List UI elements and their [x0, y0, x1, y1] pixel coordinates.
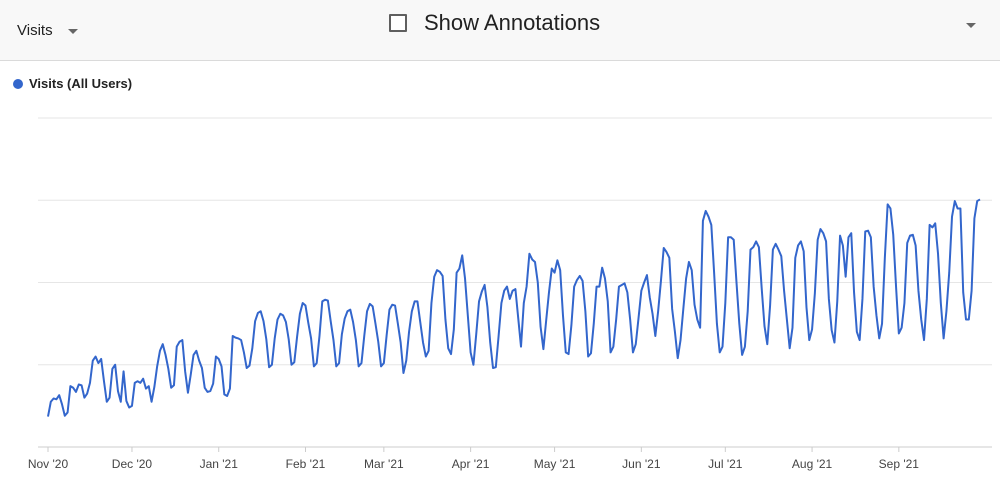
- x-tick-label: Jun '21: [622, 457, 661, 471]
- x-tick-label: Nov '20: [28, 457, 69, 471]
- metric-selector[interactable]: Visits: [17, 19, 78, 41]
- x-tick-label: Feb '21: [286, 457, 326, 471]
- legend-swatch: [13, 78, 23, 89]
- chart-toolbar: Visits Show Annotations: [0, 0, 1000, 61]
- x-tick-label: Jan '21: [200, 457, 239, 471]
- gridlines: [38, 117, 992, 366]
- show-annotations-toggle[interactable]: Show Annotations: [389, 8, 600, 38]
- x-tick-label: Mar '21: [364, 457, 404, 471]
- show-annotations-checkbox[interactable]: [389, 14, 407, 32]
- series-layer: [47, 198, 981, 417]
- legend-label: Visits (All Users): [29, 76, 133, 91]
- x-tick-label: Aug '21: [792, 457, 833, 471]
- x-tick-label: Apr '21: [452, 457, 490, 471]
- chart-legend: Visits (All Users): [13, 76, 132, 91]
- x-tick-label: Jul '21: [708, 457, 743, 471]
- x-tick-label: May '21: [534, 457, 576, 471]
- series-line-visits-all-users: [47, 198, 981, 417]
- x-tick-labels: Nov '20 Dec '20 Jan '21 Feb '21 Mar '21 Apr '…: [28, 447, 919, 471]
- caret-down-icon: [67, 28, 78, 34]
- x-tick-label: Dec '20: [112, 457, 153, 471]
- x-tick-label: Sep '21: [879, 457, 920, 471]
- metric-label: Visits: [17, 21, 53, 39]
- show-annotations-label: Show Annotations: [424, 10, 601, 35]
